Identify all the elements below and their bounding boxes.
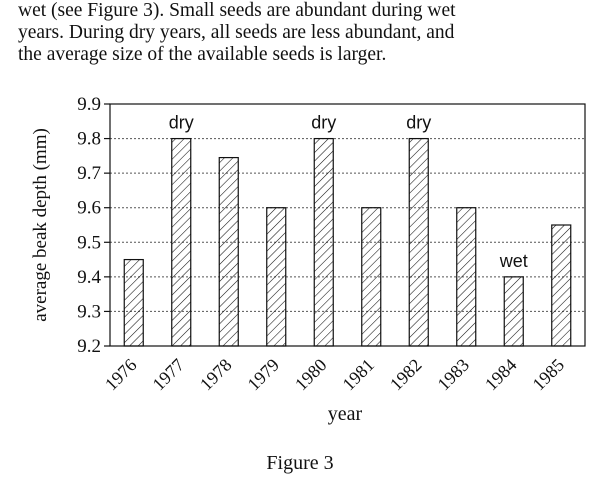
x-axis-ticks: 1976 1977 1978 1979 1980 1981 1982 1983 1984 1985 (101, 355, 568, 395)
annotation-dry: dry (311, 113, 336, 133)
y-tick-label: 9.4 (77, 267, 101, 288)
bars (123, 137, 572, 347)
x-tick-label: 1977 (148, 355, 188, 395)
y-tick-label: 9.3 (77, 301, 101, 322)
bar-1976 (123, 258, 144, 347)
y-tick-label: 9.7 (77, 163, 101, 184)
intro-paragraph: wet (see Figure 3). Small seeds are abun… (18, 0, 588, 66)
x-tick-label: 1976 (101, 355, 141, 395)
bar-1985 (551, 224, 572, 347)
bar-1984 (503, 276, 524, 347)
bar-1980 (313, 137, 334, 347)
x-tick-label: 1982 (386, 355, 426, 395)
figure-caption: Figure 3 (266, 452, 334, 474)
y-tick-label: 9.9 (77, 94, 101, 115)
x-tick-label: 1979 (243, 355, 283, 395)
bar-1983 (456, 207, 477, 347)
x-tick-label: 1983 (433, 355, 473, 395)
x-tick-label: 1985 (528, 355, 568, 395)
annotation-dry: dry (406, 113, 431, 133)
gridlines (110, 138, 585, 312)
annotation-dry: dry (169, 113, 194, 133)
y-tick-label: 9.2 (77, 336, 101, 357)
x-tick-label: 1984 (481, 355, 521, 395)
x-tick-label: 1978 (196, 355, 236, 395)
y-tick-label: 9.8 (77, 129, 101, 150)
x-tick-label: 1980 (291, 355, 331, 395)
annotations: dry dry dry wet (169, 113, 528, 271)
intro-line: years. During dry years, all seeds are l… (18, 22, 455, 43)
x-tick-label: 1981 (338, 355, 378, 395)
annotation-wet: wet (499, 251, 528, 271)
y-axis-label: average beak depth (mm) (30, 128, 51, 322)
y-tick-label: 9.6 (77, 198, 101, 219)
bar-1981 (361, 207, 382, 347)
intro-line: wet (see Figure 3). Small seeds are abun… (18, 0, 456, 21)
x-axis-label: year (328, 403, 363, 425)
bar-1978 (218, 156, 239, 347)
y-tick-label: 9.5 (77, 232, 101, 253)
y-axis-ticks: 9.2 9.3 9.4 9.5 9.6 9.7 9.8 9.9 (77, 94, 110, 357)
bar-chart: 9.2 9.3 9.4 9.5 9.6 9.7 9.8 9.9 1976 1977 1978 197… (30, 94, 586, 425)
bar-1977 (171, 137, 192, 347)
plot-frame (109, 103, 586, 347)
bar-1979 (266, 207, 287, 347)
intro-line: the average size of the available seeds … (18, 44, 387, 65)
bar-1982 (408, 137, 429, 347)
